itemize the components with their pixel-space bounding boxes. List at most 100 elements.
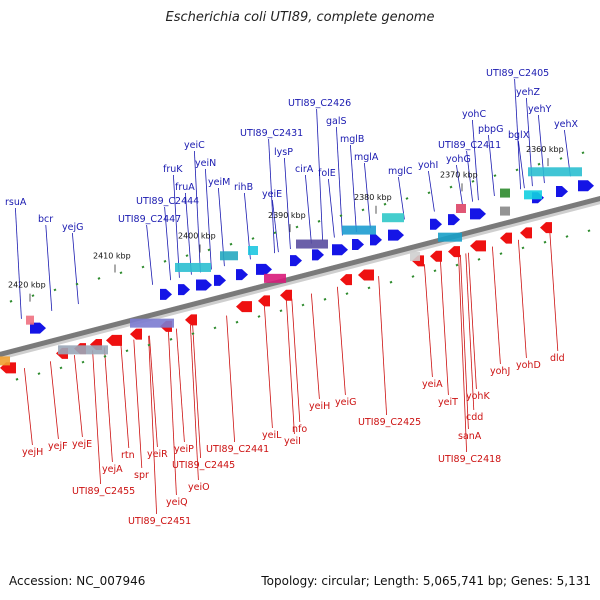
forward-gene-label: UTI89_C2431 [240, 128, 303, 139]
label-connector [72, 232, 79, 305]
forward-gene-arrow [178, 284, 190, 296]
track-dot [493, 174, 497, 178]
forward-gene-label: bcr [38, 214, 53, 225]
kbp-tick-label: 2420 kbp [8, 281, 46, 290]
forward-gene-label: UTI89_C2447 [118, 214, 181, 225]
forward-gene-label: yohI [418, 160, 438, 171]
track-dot [257, 315, 261, 318]
track-dot [543, 240, 547, 244]
forward-gene-label: rsuA [5, 197, 27, 208]
label-connector [15, 207, 22, 319]
label-connector [424, 264, 433, 378]
track-dot [455, 263, 459, 267]
track-dot [449, 185, 453, 189]
track-dot [405, 197, 409, 200]
track-dot [163, 259, 167, 263]
forward-gene-arrow [448, 214, 460, 226]
label-connector [488, 134, 495, 197]
reverse-gene-arrow [280, 289, 292, 301]
forward-gene-label: yeiM [208, 177, 230, 188]
forward-gene-arrow [556, 186, 568, 198]
gene-domain-block [220, 251, 238, 261]
reverse-gene-arrow [470, 240, 486, 252]
reverse-gene-label: yejF [48, 441, 68, 452]
forward-gene-arrow [160, 288, 172, 300]
reverse-gene-arrow [106, 334, 122, 346]
forward-gene-arrow [214, 274, 226, 286]
label-connector [458, 255, 467, 453]
track-dot [383, 202, 387, 206]
forward-gene-label: mglA [354, 152, 379, 163]
track-dot [427, 191, 431, 195]
label-connector [378, 276, 387, 416]
forward-gene-label: yohC [462, 109, 486, 120]
genome-backbone [0, 151, 600, 381]
kbp-tick-label: 2380 kbp [354, 193, 392, 202]
kbp-tick-label: 2360 kbp [526, 145, 564, 154]
track-dot [471, 179, 475, 183]
reverse-gene-label: UTI89_C2445 [172, 460, 235, 471]
label-connector [149, 335, 158, 448]
forward-gene-label: lysP [274, 147, 293, 158]
label-connector [194, 150, 201, 273]
label-connector [398, 176, 405, 220]
track-dot [15, 377, 19, 381]
track-dot [103, 355, 107, 358]
forward-gene-arrow [290, 255, 302, 267]
track-dot [185, 254, 189, 257]
track-dot [345, 292, 349, 296]
label-connector [337, 286, 346, 396]
track-dot [559, 157, 563, 160]
label-connector [104, 347, 113, 463]
label-connector [74, 355, 83, 438]
reverse-gene-arrow [236, 301, 252, 313]
forward-gene-label: yehX [554, 119, 578, 130]
reverse-gene-label: cdd [466, 412, 483, 423]
label-connector [50, 361, 59, 440]
forward-gene-label: yehZ [516, 87, 540, 98]
forward-gene-arrow [470, 208, 486, 220]
track-dot [229, 242, 233, 246]
forward-gene-label: yeiC [184, 140, 205, 151]
reverse-gene-label: yohJ [490, 366, 510, 377]
reverse-gene-label: dld [550, 353, 565, 364]
track-dot [587, 229, 591, 233]
reverse-gene-arrow [448, 246, 460, 258]
track-dot [141, 265, 145, 269]
forward-gene-label: yohG [446, 154, 471, 165]
label-connector [518, 239, 527, 359]
track-dot [367, 286, 371, 290]
label-connector [176, 328, 185, 443]
reverse-gene-label: UTI89_C2425 [358, 417, 421, 428]
label-connector [305, 174, 312, 244]
reverse-gene-label: UTI89_C2451 [128, 516, 191, 527]
gene-domain-block [456, 203, 466, 213]
label-connector [468, 252, 477, 390]
reverse-gene-label: yejA [102, 464, 123, 475]
kbp-ticks: 2420 kbp 2410 kbp 2400 kbp 2390 kbp 2380 kbp… [8, 145, 564, 302]
forward-gene-arrow [430, 218, 442, 230]
kbp-tick-label: 2400 kbp [178, 231, 216, 240]
label-connector [45, 224, 53, 311]
track-dot [515, 168, 519, 172]
forward-gene-label: pbpG [478, 124, 503, 135]
track-dot [317, 219, 321, 223]
reverse-gene-label: yejH [22, 447, 43, 458]
track-dot [169, 337, 173, 341]
label-connector [549, 231, 559, 352]
reverse-gene-label: sanA [458, 431, 482, 442]
reverse-gene-arrow [520, 227, 532, 239]
track-dot [565, 235, 569, 238]
forward-gene-label: galS [326, 116, 347, 127]
track-dot [75, 282, 79, 286]
label-connector [168, 330, 177, 496]
forward-gene-label: rihB [234, 182, 253, 193]
track-dot [537, 162, 541, 166]
forward-gene-arrow [578, 180, 594, 192]
forward-gene-label: UTI89_C2411 [438, 140, 501, 151]
track-dot [301, 303, 305, 307]
reverse-gene-label: yeiH [309, 401, 330, 412]
label-connector [311, 293, 320, 400]
track-dot [499, 252, 503, 256]
